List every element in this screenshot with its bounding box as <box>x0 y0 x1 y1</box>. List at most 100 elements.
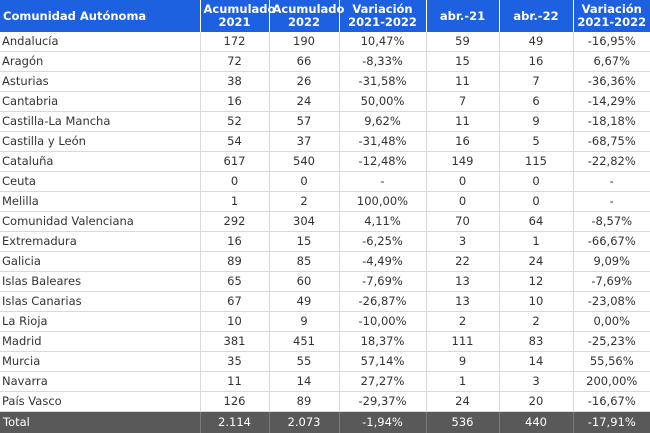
cell-acumulado-2021: 89 <box>200 252 269 272</box>
header-abr-21-line: abr.-21 <box>440 9 485 23</box>
cell-acumulado-2021: 65 <box>200 272 269 292</box>
cell-abr-21: 0 <box>426 192 499 212</box>
cell-comunidad: Murcia <box>0 352 200 372</box>
cell-comunidad: Galicia <box>0 252 200 272</box>
cell-comunidad: Madrid <box>0 332 200 352</box>
cell-variacion-abril: -66,67% <box>573 232 650 252</box>
cell-abr-21: 149 <box>426 152 499 172</box>
cell-abr-21: 9 <box>426 352 499 372</box>
cell-variacion-acumulado: 100,00% <box>339 192 426 212</box>
cell-acumulado-2021: 35 <box>200 352 269 372</box>
cell-variacion-abril: -68,75% <box>573 132 650 152</box>
cell-comunidad: La Rioja <box>0 312 200 332</box>
cell-acumulado-2022: 15 <box>269 232 339 252</box>
cell-acumulado-2022: 304 <box>269 212 339 232</box>
header-acumulado-2022-line: Acumulado <box>273 2 345 16</box>
cell-variacion-acumulado: 18,37% <box>339 332 426 352</box>
cell-abr-22: 0 <box>499 172 573 192</box>
cell-acumulado-2021: 52 <box>200 112 269 132</box>
cell-comunidad: Asturias <box>0 72 200 92</box>
cell-abr-21: 16 <box>426 132 499 152</box>
header-acumulado-2022-line: 2022 <box>288 15 320 29</box>
cell-abr-22: 49 <box>499 32 573 52</box>
cell-variacion-acumulado: 4,11% <box>339 212 426 232</box>
cell-abr-22: 5 <box>499 132 573 152</box>
cell-variacion-acumulado: -31,58% <box>339 72 426 92</box>
cell-acumulado-2022: 26 <box>269 72 339 92</box>
cell-abr-21: 0 <box>426 172 499 192</box>
cell-abr-22: 9 <box>499 112 573 132</box>
cell-abr-22: 1 <box>499 232 573 252</box>
cell-abr-21: 3 <box>426 232 499 252</box>
cell-comunidad: Castilla-La Mancha <box>0 112 200 132</box>
cell-variacion-abril: -36,36% <box>573 72 650 92</box>
header-abr-22: abr.-22 <box>499 0 573 32</box>
cell-variacion-abril: -18,18% <box>573 112 650 132</box>
header-comunidad-line: Comunidad Autónoma <box>3 9 146 23</box>
cell-variacion-acumulado: 27,27% <box>339 372 426 392</box>
cell-abr-22: 7 <box>499 72 573 92</box>
cell-acumulado-2021: 381 <box>200 332 269 352</box>
cell-acumulado-2022: 14 <box>269 372 339 392</box>
cell-acumulado-2022: 2 <box>269 192 339 212</box>
cell-abr-22: 0 <box>499 192 573 212</box>
cell-comunidad: Islas Baleares <box>0 272 200 292</box>
header-abr-21: abr.-21 <box>426 0 499 32</box>
cell-abr-21: 2 <box>426 312 499 332</box>
cell-variacion-abril: 55,56% <box>573 352 650 372</box>
cell-abr-21: 13 <box>426 272 499 292</box>
cell-acumulado-2022: 49 <box>269 292 339 312</box>
cell-acumulado-2021: 126 <box>200 392 269 412</box>
cell-variacion-abril: 9,09% <box>573 252 650 272</box>
header-variacion-acumulado-line: Variación <box>352 2 412 16</box>
cell-abr-22: 83 <box>499 332 573 352</box>
cell-abr-22: 12 <box>499 272 573 292</box>
cell-abr-21: 11 <box>426 72 499 92</box>
header-variacion-abril-line: Variación <box>582 2 642 16</box>
cell-comunidad: Islas Canarias <box>0 292 200 312</box>
cell-acumulado-2022: 9 <box>269 312 339 332</box>
cell-comunidad: País Vasco <box>0 392 200 412</box>
cell-acumulado-2022: 540 <box>269 152 339 172</box>
cell-variacion-acumulado: 9,62% <box>339 112 426 132</box>
cell-acumulado-2022: 55 <box>269 352 339 372</box>
cell-acumulado-2021: 16 <box>200 92 269 112</box>
cell-variacion-abril: - <box>573 172 650 192</box>
cell-abr-21: 111 <box>426 332 499 352</box>
cell-comunidad: Aragón <box>0 52 200 72</box>
cell-variacion-abril: -14,29% <box>573 92 650 112</box>
cell-abr-22: 24 <box>499 252 573 272</box>
cell-acumulado-2022: 451 <box>269 332 339 352</box>
cell-acumulado-2021: 617 <box>200 152 269 172</box>
cell-variacion-acumulado: -6,25% <box>339 232 426 252</box>
cell-variacion-acumulado: 57,14% <box>339 352 426 372</box>
cell-variacion-acumulado: -4,49% <box>339 252 426 272</box>
cell-comunidad: Melilla <box>0 192 200 212</box>
cell-acumulado-2021: 38 <box>200 72 269 92</box>
cell-variacion-acumulado: -29,37% <box>339 392 426 412</box>
cell-acumulado-2022: 66 <box>269 52 339 72</box>
cell-acumulado-2021: 54 <box>200 132 269 152</box>
cell-abr-22: 14 <box>499 352 573 372</box>
cell-variacion-abril: 200,00% <box>573 372 650 392</box>
cell-acumulado-2022: 89 <box>269 392 339 412</box>
cell-acumulado-2021: 1 <box>200 192 269 212</box>
header-variacion-abril-line: 2021-2022 <box>577 15 646 29</box>
